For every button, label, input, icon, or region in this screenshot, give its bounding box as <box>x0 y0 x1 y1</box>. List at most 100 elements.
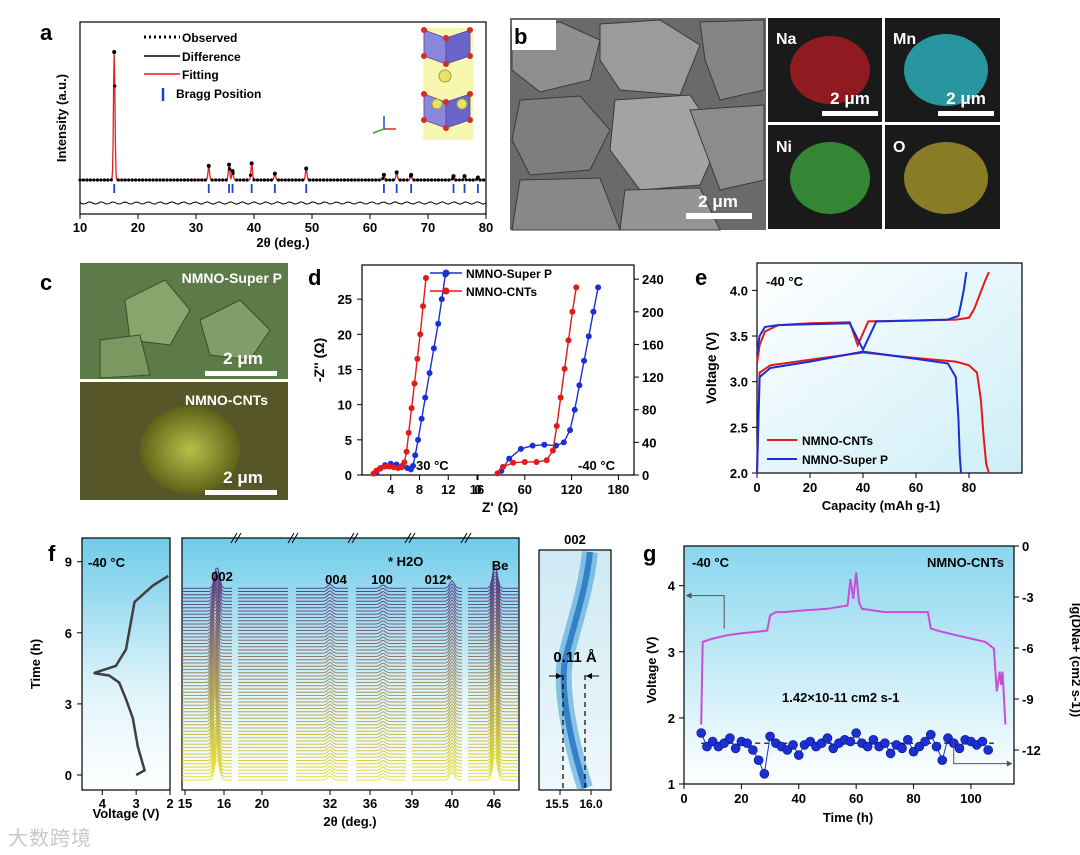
f-waterfall-trace <box>412 599 462 609</box>
f-waterfall-trace <box>182 751 232 774</box>
axis-title-y-d: -Z'' (Ω) <box>311 338 327 382</box>
f-waterfall-trace <box>468 695 518 719</box>
axis-title-x-a: 2θ (deg.) <box>256 235 309 250</box>
g-xtick-label: 100 <box>960 791 982 806</box>
d-point-m40c <box>561 365 568 372</box>
d-xtick-label: 180 <box>608 482 630 497</box>
f-waterfall-trace <box>412 771 462 781</box>
f-mid-xtick-label: 40 <box>445 796 459 811</box>
eds-label-mn: Mn <box>893 31 916 48</box>
g-ytick-right-label: -6 <box>1022 641 1034 656</box>
f-axis-break <box>404 532 412 544</box>
a-observed-point <box>440 178 444 182</box>
a-observed-point <box>168 178 173 182</box>
d-point-m40c <box>533 458 540 465</box>
g-voltage-curve <box>700 572 1007 725</box>
f-waterfall-trace <box>356 763 406 768</box>
a-observed-point <box>377 178 381 182</box>
f-waterfall-trace <box>182 658 232 683</box>
a-observed-point <box>294 178 298 182</box>
g-dna-point <box>903 734 913 745</box>
f-waterfall-trace <box>412 634 462 644</box>
sem-main-image: 2 μm <box>510 18 766 231</box>
a-observed-point <box>419 178 423 182</box>
f-waterfall-trace <box>296 658 348 664</box>
f-axis-break <box>287 532 295 544</box>
d-point-m40c <box>590 308 597 315</box>
f-waterfall-trace <box>356 607 406 612</box>
a-observed-point <box>179 178 183 182</box>
a-observed-peak <box>304 166 309 171</box>
eds-scale-na: 2 μm <box>830 89 870 108</box>
f-waterfall-trace <box>468 682 518 706</box>
crystal-structure-inset <box>372 27 473 140</box>
a-observed-point <box>228 167 232 171</box>
f-waterfall-trace <box>182 713 232 735</box>
f-waterfall-trace <box>296 768 348 774</box>
f-waterfall-trace <box>296 599 348 605</box>
a-observed-point <box>238 178 242 182</box>
d-ytick-right-label: 240 <box>642 272 664 287</box>
a-observed-point <box>259 178 263 182</box>
a-xtick-label: 60 <box>363 220 377 235</box>
f-mid-xtick-label: 39 <box>405 796 419 811</box>
f-waterfall-trace <box>296 677 348 683</box>
a-observed-point <box>203 178 207 182</box>
f-waterfall-trace <box>412 755 462 765</box>
g-dna-point <box>920 736 930 747</box>
f-waterfall-trace <box>356 630 406 635</box>
f-waterfall-trace <box>182 642 232 667</box>
f-waterfall-trace <box>296 716 348 722</box>
sem-cnts: NMNO-CNTs 2 μm <box>80 382 288 500</box>
f-waterfall-trace <box>412 618 462 628</box>
eds-map-na: Na 2 μm <box>768 18 882 122</box>
g-xtick-label: 20 <box>734 791 748 806</box>
g-xtick-label: 0 <box>680 791 687 806</box>
f-waterfall-trace <box>356 633 406 638</box>
a-observed-point <box>235 178 239 182</box>
a-xtick-label: 40 <box>247 220 261 235</box>
legend-e: NMNO-CNTs NMNO-Super P <box>767 434 888 467</box>
eds-label-na: Na <box>776 31 797 48</box>
a-observed-point <box>175 178 179 182</box>
f-waterfall-trace <box>356 727 406 732</box>
a-observed-point <box>189 178 193 182</box>
f-waterfall-trace <box>468 630 518 654</box>
f-waterfall-trace <box>356 627 406 631</box>
peak-label-004: 004 <box>325 572 347 587</box>
f-waterfall-trace <box>356 776 406 781</box>
f-waterfall-trace <box>468 718 518 742</box>
a-observed-point <box>436 178 440 182</box>
f-waterfall-trace <box>356 701 406 706</box>
f-waterfall-trace <box>468 757 518 781</box>
d-point-30c <box>422 275 429 282</box>
a-observed-point <box>127 178 131 182</box>
f-waterfall-trace <box>182 665 232 690</box>
e-xtick-label: 40 <box>856 480 870 495</box>
zoom-tick-155: 15.5 <box>545 797 569 811</box>
f-waterfall-trace <box>412 608 462 618</box>
a-observed-point <box>398 178 402 182</box>
d-point-m40c <box>595 284 602 291</box>
f-waterfall-trace <box>412 696 462 706</box>
e-ytick-label: 2.0 <box>730 466 748 481</box>
legend-a-observed: Observed <box>182 31 237 45</box>
d-xtick-label: 16 <box>470 482 484 497</box>
f-waterfall-trace <box>296 733 348 739</box>
f-waterfall-trace <box>182 743 232 768</box>
d-point-30c <box>438 296 445 303</box>
f-waterfall-trace <box>296 697 348 703</box>
peak-label-002: 002 <box>211 569 233 584</box>
f-waterfall-trace <box>412 748 462 758</box>
f-waterfall-trace <box>182 652 232 677</box>
f-waterfall-trace <box>468 634 518 657</box>
g-dna-point <box>748 745 758 755</box>
a-observed-point <box>342 178 347 182</box>
f-waterfall-trace <box>296 729 348 735</box>
f-waterfall-trace <box>412 673 462 683</box>
axis-title-x-d: Z' (Ω) <box>482 499 518 515</box>
f-waterfall-trace <box>412 654 462 664</box>
f-waterfall-trace <box>356 740 406 745</box>
d-point-30c <box>382 463 388 470</box>
